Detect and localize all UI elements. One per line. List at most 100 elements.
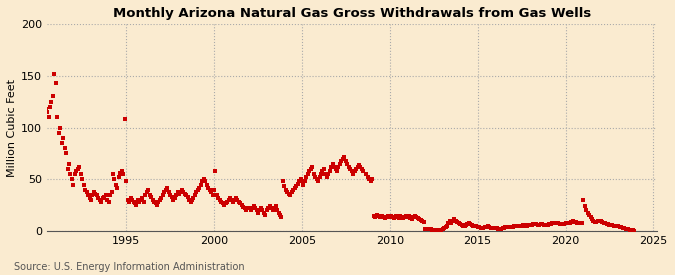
- Point: [167, 198, 178, 202]
- Point: [205, 188, 215, 192]
- Point: [248, 204, 259, 208]
- Point: [173, 192, 184, 196]
- Point: [607, 223, 618, 227]
- Point: [310, 175, 321, 180]
- Point: [420, 227, 431, 231]
- Point: [564, 221, 575, 225]
- Point: [315, 172, 326, 176]
- Point: [217, 201, 228, 205]
- Point: [232, 198, 243, 202]
- Point: [333, 165, 344, 169]
- Point: [319, 167, 329, 171]
- Point: [597, 220, 608, 224]
- Point: [390, 213, 401, 218]
- Point: [628, 228, 639, 232]
- Point: [236, 203, 247, 207]
- Point: [62, 167, 73, 171]
- Point: [456, 223, 467, 227]
- Point: [462, 222, 473, 226]
- Point: [478, 226, 489, 230]
- Point: [326, 165, 337, 169]
- Point: [342, 162, 352, 166]
- Point: [455, 222, 466, 226]
- Point: [153, 200, 164, 204]
- Point: [198, 177, 209, 182]
- Point: [106, 189, 117, 194]
- Point: [306, 165, 317, 169]
- Point: [210, 169, 221, 173]
- Point: [396, 214, 407, 219]
- Point: [209, 188, 219, 192]
- Point: [475, 226, 486, 230]
- Point: [115, 171, 126, 175]
- Point: [40, 107, 51, 111]
- Point: [551, 221, 562, 225]
- Point: [113, 175, 124, 180]
- Point: [128, 200, 139, 204]
- Point: [226, 198, 237, 202]
- Point: [56, 141, 67, 145]
- Point: [557, 222, 568, 226]
- Point: [213, 196, 224, 200]
- Point: [286, 189, 297, 194]
- Point: [289, 185, 300, 190]
- Point: [38, 134, 49, 138]
- Point: [219, 203, 230, 207]
- Point: [148, 200, 159, 204]
- Point: [626, 228, 637, 232]
- Point: [400, 213, 411, 218]
- Point: [594, 219, 605, 223]
- Point: [518, 223, 529, 227]
- Point: [464, 221, 475, 225]
- Point: [481, 225, 492, 229]
- Point: [411, 214, 422, 219]
- Point: [301, 175, 312, 180]
- Point: [196, 182, 207, 187]
- Point: [487, 226, 497, 230]
- Point: [384, 214, 395, 219]
- Point: [450, 219, 461, 223]
- Point: [235, 201, 246, 205]
- Point: [78, 182, 89, 187]
- Point: [144, 193, 155, 197]
- Point: [340, 158, 351, 163]
- Point: [72, 167, 83, 171]
- Point: [80, 188, 90, 192]
- Point: [458, 224, 468, 228]
- Point: [285, 193, 296, 197]
- Point: [49, 72, 60, 76]
- Point: [338, 156, 348, 161]
- Point: [423, 227, 433, 231]
- Point: [63, 162, 74, 166]
- Point: [543, 223, 554, 227]
- Point: [613, 224, 624, 228]
- Point: [166, 195, 177, 199]
- Point: [408, 214, 418, 219]
- Point: [308, 172, 319, 176]
- Point: [105, 193, 115, 197]
- Point: [459, 224, 470, 228]
- Point: [538, 223, 549, 227]
- Point: [53, 131, 64, 135]
- Point: [588, 219, 599, 223]
- Point: [216, 200, 227, 204]
- Point: [605, 223, 616, 227]
- Point: [138, 200, 149, 204]
- Point: [416, 219, 427, 223]
- Point: [545, 222, 556, 226]
- Y-axis label: Million Cubic Feet: Million Cubic Feet: [7, 79, 17, 177]
- Point: [424, 227, 435, 231]
- Point: [494, 227, 505, 231]
- Point: [587, 216, 597, 221]
- Point: [77, 177, 88, 182]
- Point: [294, 179, 304, 184]
- Point: [387, 214, 398, 219]
- Point: [137, 196, 148, 200]
- Point: [234, 200, 244, 204]
- Point: [99, 195, 109, 199]
- Point: [127, 198, 138, 202]
- Point: [595, 219, 606, 223]
- Point: [449, 216, 460, 221]
- Point: [548, 221, 559, 225]
- Point: [395, 213, 406, 218]
